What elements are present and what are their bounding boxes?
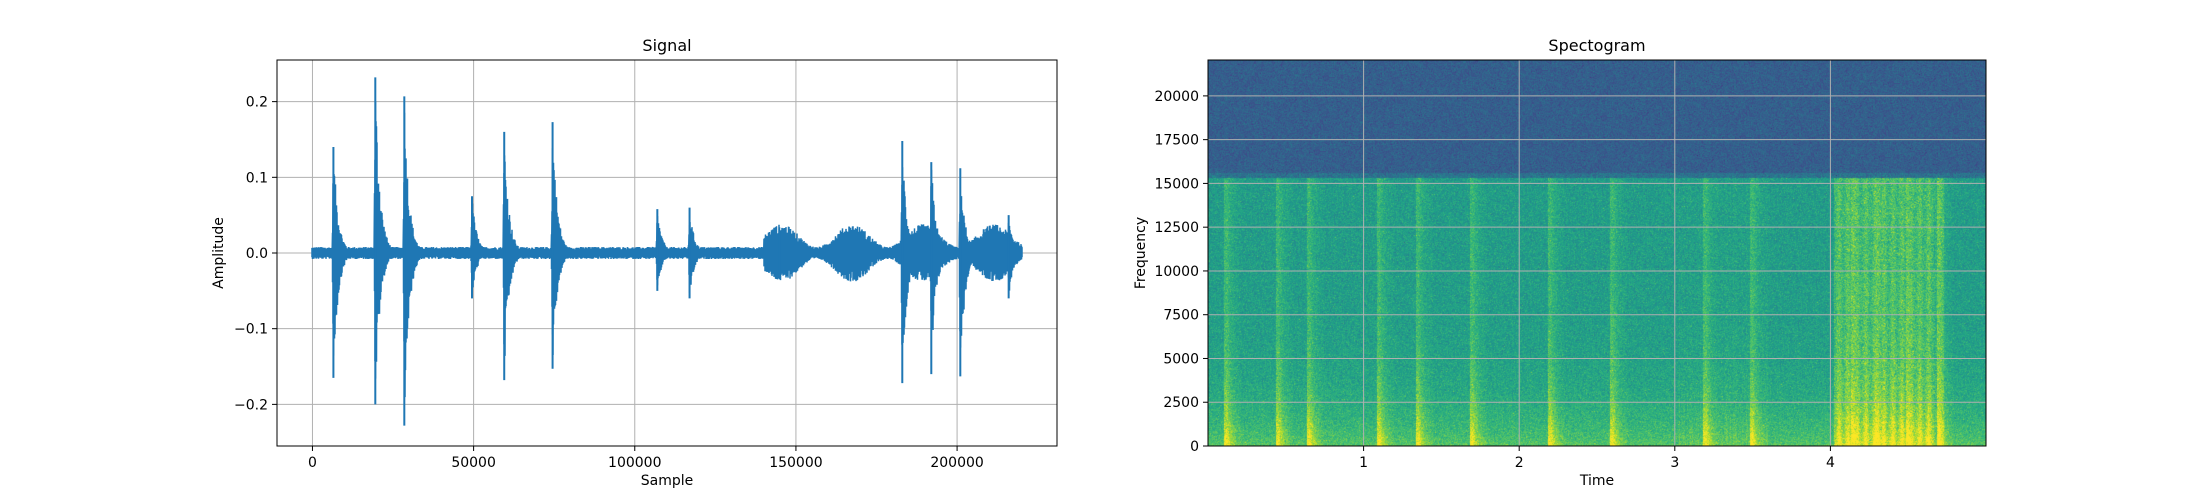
spectrogram-y-ticks: 0 2500 5000 7500 10000 12500 15000 17500 20000 <box>1154 89 1208 455</box>
signal-axes: Signal 0 50000 100000 150000 200000 −0.2 −0.1… <box>211 36 1058 489</box>
spectrogram-y-tick-label: 10000 <box>1154 264 1199 280</box>
spectrogram-canvas <box>1208 60 1986 446</box>
signal-x-label: Sample <box>641 473 694 489</box>
spectrogram-image <box>1208 60 1986 446</box>
signal-y-tick-label: −0.2 <box>234 397 268 413</box>
spectrogram-y-label: Frequency <box>1133 217 1149 289</box>
spectrogram-x-tick-label: 1 <box>1359 455 1368 471</box>
spectrogram-y-tick-label: 20000 <box>1154 89 1199 105</box>
signal-x-tick-label: 50000 <box>451 455 496 471</box>
signal-x-tick-label: 200000 <box>930 455 983 471</box>
spectrogram-y-tick-label: 12500 <box>1154 220 1199 236</box>
spectrogram-y-tick-label: 5000 <box>1163 351 1199 367</box>
spectrogram-y-tick-label: 7500 <box>1163 308 1199 324</box>
signal-series <box>311 77 1023 426</box>
spectrogram-x-tick-label: 2 <box>1515 455 1524 471</box>
spectrogram-x-tick-label: 3 <box>1670 455 1679 471</box>
signal-y-tick-label: −0.1 <box>234 322 268 338</box>
spectrogram-x-tick-label: 4 <box>1826 455 1835 471</box>
spectrogram-y-tick-label: 15000 <box>1154 176 1199 192</box>
spectrogram-x-ticks: 1 2 3 4 <box>1359 446 1835 471</box>
spectrogram-x-label: Time <box>1579 473 1614 489</box>
spectrogram-y-tick-label: 0 <box>1190 439 1199 455</box>
signal-y-tick-label: 0.2 <box>246 95 268 111</box>
signal-y-ticks: −0.2 −0.1 0.0 0.1 0.2 <box>234 95 277 413</box>
signal-x-tick-label: 150000 <box>769 455 822 471</box>
spectrogram-axes-frame <box>1207 59 1987 447</box>
signal-x-tick-label: 0 <box>308 455 317 471</box>
spectrogram-title: Spectogram <box>1548 36 1645 55</box>
signal-title: Signal <box>642 36 691 55</box>
signal-y-tick-label: 0.0 <box>246 246 268 262</box>
signal-x-tick-label: 100000 <box>608 455 661 471</box>
signal-line <box>311 101 1023 398</box>
signal-y-tick-label: 0.1 <box>246 170 268 186</box>
spectrogram-y-tick-label: 2500 <box>1163 395 1199 411</box>
signal-x-ticks: 0 50000 100000 150000 200000 <box>308 446 984 471</box>
signal-y-label: Amplitude <box>211 217 227 289</box>
spectrogram-axes: Spectogram 1 2 3 4 0 2500 5000 7500 10000 12500 1… <box>1133 36 1987 489</box>
spectrogram-y-tick-label: 17500 <box>1154 133 1199 149</box>
